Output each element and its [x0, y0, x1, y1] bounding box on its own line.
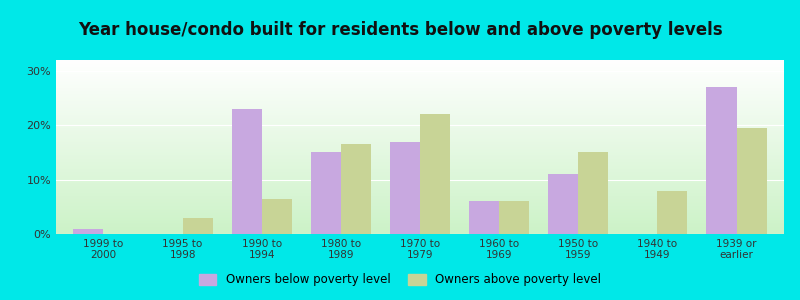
Bar [469, 201, 499, 234]
Bar [262, 199, 292, 234]
Bar [499, 201, 530, 234]
Bar [341, 144, 371, 234]
Bar [311, 152, 341, 234]
Bar [182, 218, 213, 234]
Bar [706, 87, 737, 234]
Bar [74, 229, 103, 234]
Bar [658, 190, 687, 234]
Legend: Owners below poverty level, Owners above poverty level: Owners below poverty level, Owners above… [194, 269, 606, 291]
Text: Year house/condo built for residents below and above poverty levels: Year house/condo built for residents bel… [78, 21, 722, 39]
Bar [548, 174, 578, 234]
Bar [232, 109, 262, 234]
Bar [737, 128, 766, 234]
Bar [578, 152, 608, 234]
Bar [420, 114, 450, 234]
Bar [390, 142, 420, 234]
